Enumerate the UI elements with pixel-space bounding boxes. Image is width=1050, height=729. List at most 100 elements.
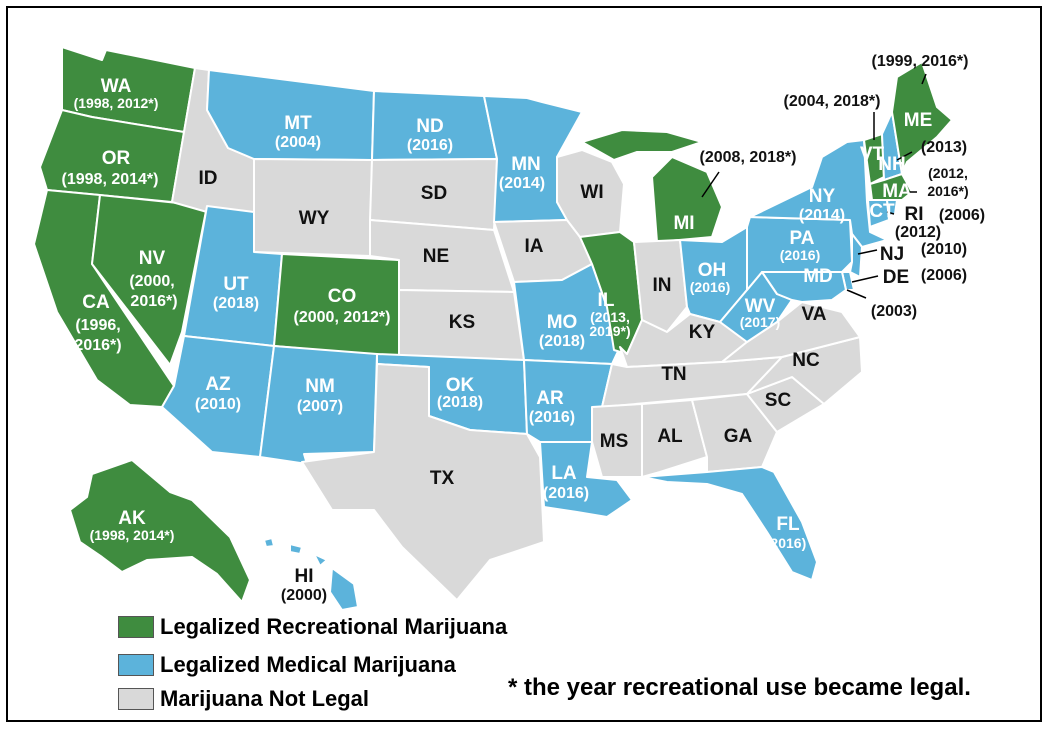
state-label-AL: AL — [657, 426, 683, 447]
state-label-ND: ND — [416, 116, 443, 137]
state-label-MS: MS — [600, 431, 629, 452]
state-TX — [301, 363, 545, 608]
state-years-UT: (2018) — [213, 295, 259, 312]
state-label-NC: NC — [792, 350, 820, 371]
state-years-NY: (2014) — [799, 207, 845, 224]
state-FL — [641, 466, 818, 581]
legend-swatch-recreational — [118, 616, 154, 638]
state-years-FL: (2016) — [766, 535, 806, 551]
state-years-AK: (1998, 2014*) — [90, 527, 175, 543]
state-label-NM: NM — [305, 376, 335, 397]
state-label-MD: MD — [803, 266, 833, 287]
state-label-FL: FL — [776, 514, 800, 535]
state-label-OK: OK — [446, 375, 475, 396]
state-label-WV: WV — [745, 296, 776, 317]
legend-label-medical: Legalized Medical Marijuana — [160, 652, 456, 677]
leader-lines — [701, 73, 927, 299]
state-label-WI: WI — [580, 182, 603, 203]
state-label-NY: NY — [809, 186, 836, 207]
state-years-LA: (2016) — [543, 485, 589, 502]
state-years-RI: (2006) — [939, 207, 985, 224]
state-label-AK: AK — [118, 508, 146, 529]
state-label-SC: SC — [765, 390, 792, 411]
state-ME — [891, 61, 953, 175]
legend-not-legal: Marijuana Not Legal — [118, 686, 369, 712]
state-label-UT: UT — [223, 274, 249, 295]
state-label-CA: CA — [82, 292, 110, 313]
state-label-WA: WA — [101, 76, 132, 97]
legend-medical: Legalized Medical Marijuana — [118, 652, 456, 678]
state-years-ME: (1999, 2016*) — [872, 53, 969, 70]
state-years-MD: (2003) — [871, 303, 917, 320]
state-years-WA: (1998, 2012*) — [74, 95, 159, 111]
state-years-MA-line1: (2012, — [928, 165, 968, 181]
state-years-HI: (2000) — [281, 587, 327, 604]
state-label-CO: CO — [328, 286, 357, 307]
state-label-NH: NH — [878, 154, 905, 175]
state-label-MI: MI — [673, 213, 694, 234]
state-years-AR: (2016) — [529, 409, 575, 426]
state-LA — [539, 441, 633, 518]
state-label-AR: AR — [536, 388, 564, 409]
state-years-NV-line1: (2000, — [129, 273, 174, 290]
state-label-SD: SD — [421, 183, 447, 204]
state-years-CO: (2000, 2012*) — [294, 309, 391, 326]
state-label-AZ: AZ — [205, 374, 231, 395]
state-label-ME: ME — [904, 110, 933, 131]
state-years-CA-line1: (1996, — [75, 317, 120, 334]
legend-label-not-legal: Marijuana Not Legal — [160, 686, 370, 711]
state-label-MO: MO — [547, 312, 578, 333]
legend-label-recreational: Legalized Recreational Marijuana — [160, 614, 508, 639]
state-years-CT: (2012) — [895, 224, 941, 241]
footnote: * the year recreational use became legal… — [508, 674, 971, 701]
state-years-NM: (2007) — [297, 398, 343, 415]
state-IN — [633, 239, 688, 333]
state-label-OH: OH — [698, 260, 727, 281]
state-label-DE: DE — [883, 267, 909, 288]
state-label-TN: TN — [661, 364, 686, 385]
state-label-VA: VA — [802, 304, 827, 325]
state-label-PA: PA — [790, 228, 815, 249]
state-years-VT: (2004, 2018*) — [784, 93, 881, 110]
state-label-WY: WY — [299, 208, 330, 229]
state-label-MN: MN — [511, 154, 541, 175]
state-label-NE: NE — [423, 246, 449, 267]
state-label-HI: HI — [295, 566, 314, 587]
legend-swatch-medical — [118, 654, 154, 676]
state-label-TX: TX — [430, 468, 455, 489]
state-label-IA: IA — [525, 236, 544, 257]
state-label-ID: ID — [199, 168, 218, 189]
state-years-DE: (2006) — [921, 267, 967, 284]
state-years-OR: (1998, 2014*) — [62, 171, 159, 188]
map-frame: WA (1998, 2012*) OR (1998, 2014*) CA (1996, 20… — [6, 6, 1042, 722]
state-label-VT: VT — [860, 144, 885, 165]
state-years-MO: (2018) — [539, 333, 585, 350]
state-label-RI: RI — [905, 204, 924, 225]
state-years-MI: (2008, 2018*) — [700, 149, 797, 166]
state-years-CA-line2: 2016*) — [74, 337, 121, 354]
state-label-NJ: NJ — [880, 244, 904, 265]
state-MS — [591, 403, 643, 478]
state-years-OK: (2018) — [437, 394, 483, 411]
state-years-MN: (2014) — [499, 175, 545, 192]
state-CT — [867, 199, 890, 228]
state-label-IN: IN — [653, 275, 672, 296]
state-AL — [641, 399, 708, 478]
state-years-NH: (2013) — [921, 139, 967, 156]
state-years-NJ: (2010) — [921, 241, 967, 258]
state-label-KS: KS — [449, 312, 475, 333]
state-years-MT: (2004) — [275, 134, 321, 151]
state-years-WV: (2017) — [740, 314, 780, 330]
state-MD — [761, 271, 847, 303]
state-years-ND: (2016) — [407, 137, 453, 154]
state-years-AZ: (2010) — [195, 396, 241, 413]
state-label-MT: MT — [284, 113, 312, 134]
state-years-IL-line2: 2019*) — [589, 323, 630, 339]
state-years-NV-line2: 2016*) — [130, 293, 177, 310]
state-label-KY: KY — [689, 322, 716, 343]
state-label-LA: LA — [551, 463, 577, 484]
state-years-MA-line2: 2016*) — [927, 183, 968, 199]
state-years-IL-line1: (2013, — [590, 309, 630, 325]
state-label-MA: MA — [882, 181, 912, 202]
state-label-CT: CT — [869, 201, 895, 222]
